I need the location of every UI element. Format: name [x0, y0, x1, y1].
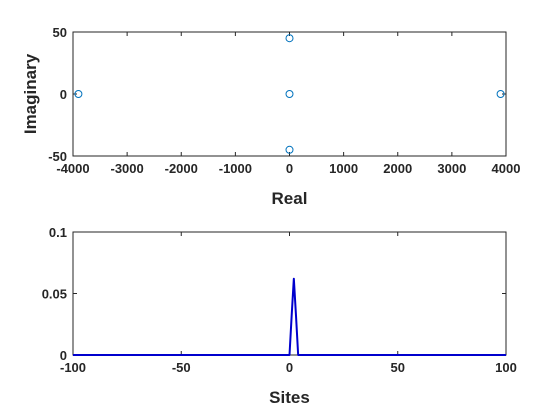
y-tick-label: 50	[53, 25, 67, 40]
y-tick-label: 0.1	[49, 225, 67, 240]
data-point	[496, 90, 505, 98]
top-axes-box	[72, 31, 507, 157]
bottom-axes: -100 -50 0 50 100 0 0.05 0.1 Sites	[42, 225, 517, 407]
series-line	[73, 277, 506, 356]
x-tick-label: 1000	[329, 161, 358, 176]
x-tick-label: 100	[495, 360, 517, 375]
x-axis-label: Real	[272, 189, 308, 208]
x-tick-label: 0	[286, 161, 293, 176]
x-tick-label: 4000	[492, 161, 521, 176]
bottom-axes-box	[72, 231, 507, 356]
data-point	[74, 90, 83, 98]
x-tick-label: -50	[172, 360, 191, 375]
x-tick-label: -100	[60, 360, 86, 375]
data-point	[285, 34, 294, 43]
y-tick-label: -50	[48, 149, 67, 164]
x-tick-label: 3000	[437, 161, 466, 176]
x-axis-label: Sites	[269, 388, 310, 407]
y-tick-label: 0.05	[42, 287, 67, 302]
x-tick-label: 50	[391, 360, 405, 375]
x-tick-label: -1000	[219, 161, 252, 176]
x-tick-label: 2000	[383, 161, 412, 176]
top-axes: -4000 -3000 -2000 -1000 0 1000 2000 3000 4000 -50…	[21, 25, 520, 208]
data-point	[285, 90, 294, 98]
y-axis-label: Imaginary	[21, 53, 40, 134]
y-tick-label: 0	[60, 348, 67, 363]
x-tick-label: 0	[286, 360, 293, 375]
x-tick-label: -3000	[111, 161, 144, 176]
data-point	[285, 145, 294, 154]
y-tick-label: 0	[60, 87, 67, 102]
x-tick-label: -2000	[165, 161, 198, 176]
x-tick-label: -4000	[56, 161, 89, 176]
